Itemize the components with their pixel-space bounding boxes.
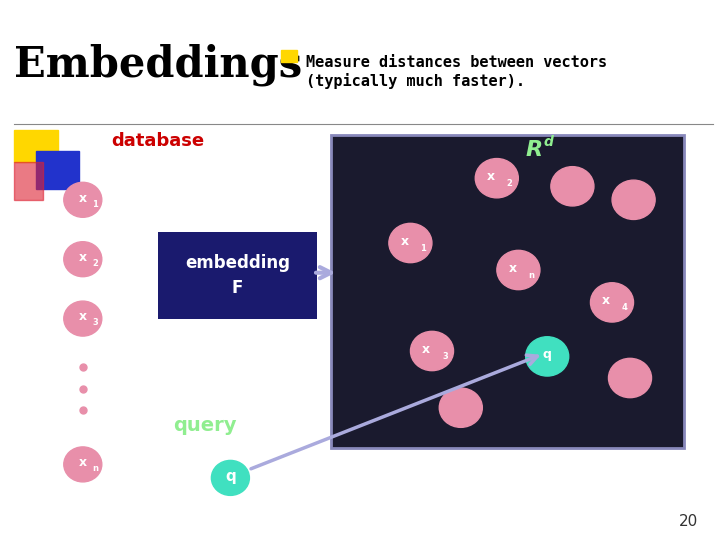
Ellipse shape — [608, 359, 652, 397]
Text: 4: 4 — [622, 303, 628, 312]
Text: x: x — [78, 251, 87, 264]
Text: q: q — [543, 348, 552, 361]
Text: x: x — [78, 456, 87, 469]
FancyBboxPatch shape — [158, 232, 317, 319]
Ellipse shape — [64, 183, 102, 217]
Text: q: q — [225, 469, 235, 484]
Bar — [36, 151, 79, 189]
Ellipse shape — [410, 332, 454, 370]
Text: d: d — [544, 135, 554, 149]
Text: database: database — [112, 132, 204, 150]
FancyBboxPatch shape — [331, 135, 684, 448]
Text: x: x — [400, 235, 409, 248]
Ellipse shape — [551, 167, 594, 206]
Bar — [14, 162, 43, 200]
Text: query: query — [174, 416, 237, 435]
Ellipse shape — [526, 337, 569, 376]
Ellipse shape — [475, 159, 518, 198]
Text: n: n — [92, 464, 98, 473]
Bar — [281, 50, 297, 62]
Text: 2: 2 — [507, 179, 513, 188]
Text: 1: 1 — [420, 244, 426, 253]
Text: 2: 2 — [92, 259, 98, 268]
Text: R: R — [526, 140, 543, 160]
Ellipse shape — [439, 388, 482, 427]
Ellipse shape — [64, 242, 102, 276]
Ellipse shape — [64, 447, 102, 482]
Text: x: x — [78, 192, 87, 205]
Bar — [14, 130, 58, 162]
Text: x: x — [422, 343, 431, 356]
Ellipse shape — [64, 301, 102, 336]
Ellipse shape — [590, 283, 634, 322]
Ellipse shape — [212, 461, 249, 495]
Text: n: n — [528, 271, 534, 280]
Text: embedding
F: embedding F — [185, 254, 290, 297]
Text: x: x — [487, 170, 495, 183]
Text: 3: 3 — [92, 319, 98, 327]
Ellipse shape — [389, 224, 432, 262]
Text: 3: 3 — [442, 352, 448, 361]
Text: x: x — [508, 262, 517, 275]
Ellipse shape — [612, 180, 655, 219]
Ellipse shape — [497, 251, 540, 289]
Text: 20: 20 — [679, 514, 698, 529]
Text: Measure distances between vectors
(typically much faster).: Measure distances between vectors (typic… — [306, 55, 607, 89]
Text: x: x — [78, 310, 87, 323]
Text: 1: 1 — [92, 200, 98, 208]
Text: x: x — [602, 294, 611, 307]
Text: Embeddings: Embeddings — [14, 43, 302, 86]
